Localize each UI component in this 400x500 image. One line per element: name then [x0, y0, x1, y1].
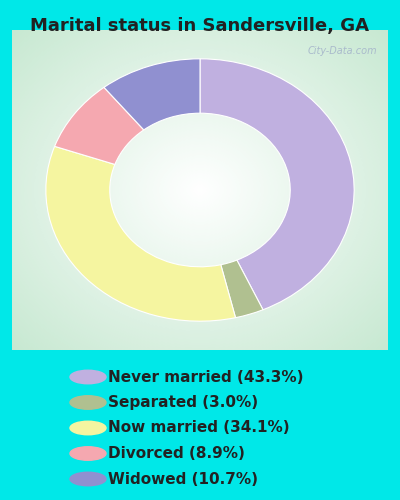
Circle shape: [142, 141, 258, 239]
Circle shape: [0, 0, 400, 392]
Text: Separated (3.0%): Separated (3.0%): [108, 395, 258, 410]
Circle shape: [0, 0, 400, 412]
Circle shape: [0, 0, 400, 400]
Circle shape: [173, 167, 227, 213]
Circle shape: [156, 152, 244, 228]
Circle shape: [88, 95, 312, 285]
Circle shape: [68, 78, 332, 302]
Circle shape: [186, 178, 214, 202]
Circle shape: [136, 136, 264, 244]
Circle shape: [105, 110, 295, 270]
Circle shape: [78, 86, 322, 294]
Circle shape: [7, 26, 393, 354]
Circle shape: [48, 60, 352, 320]
Circle shape: [0, 3, 400, 377]
Circle shape: [0, 0, 400, 380]
Circle shape: [139, 138, 261, 242]
Text: Divorced (8.9%): Divorced (8.9%): [108, 446, 245, 461]
Circle shape: [0, 6, 400, 374]
Circle shape: [24, 40, 376, 340]
Circle shape: [160, 156, 240, 224]
Circle shape: [149, 147, 251, 233]
Circle shape: [0, 14, 400, 366]
Circle shape: [0, 0, 400, 382]
Circle shape: [95, 101, 305, 279]
Circle shape: [129, 130, 271, 250]
Circle shape: [122, 124, 278, 256]
Circle shape: [51, 64, 349, 316]
Circle shape: [70, 421, 106, 435]
Circle shape: [0, 0, 400, 397]
Circle shape: [190, 182, 210, 198]
Circle shape: [197, 187, 203, 193]
Circle shape: [132, 132, 268, 248]
Circle shape: [0, 0, 400, 403]
Circle shape: [55, 66, 345, 314]
Circle shape: [146, 144, 254, 236]
Circle shape: [183, 176, 217, 204]
Circle shape: [34, 49, 366, 331]
Circle shape: [62, 72, 338, 308]
Circle shape: [0, 0, 400, 394]
Circle shape: [0, 0, 400, 417]
Circle shape: [4, 23, 396, 357]
Circle shape: [176, 170, 224, 210]
Circle shape: [82, 90, 318, 290]
Circle shape: [170, 164, 230, 216]
Text: Never married (43.3%): Never married (43.3%): [108, 370, 304, 384]
Circle shape: [0, 0, 400, 408]
Circle shape: [99, 104, 301, 277]
Circle shape: [70, 396, 106, 409]
Circle shape: [109, 112, 291, 268]
Text: City-Data.com: City-Data.com: [307, 46, 377, 56]
Wedge shape: [104, 59, 200, 130]
Wedge shape: [46, 146, 236, 321]
Circle shape: [58, 69, 342, 311]
Circle shape: [44, 58, 356, 322]
Text: Marital status in Sandersville, GA: Marital status in Sandersville, GA: [30, 18, 370, 36]
Circle shape: [0, 9, 400, 371]
Circle shape: [119, 121, 281, 259]
Circle shape: [0, 0, 400, 406]
Circle shape: [41, 55, 359, 325]
Wedge shape: [55, 88, 144, 164]
Circle shape: [18, 34, 382, 345]
Circle shape: [38, 52, 362, 328]
Wedge shape: [200, 59, 354, 310]
Circle shape: [92, 98, 308, 282]
Circle shape: [31, 46, 369, 334]
Circle shape: [70, 472, 106, 486]
Circle shape: [28, 44, 372, 337]
Circle shape: [65, 75, 335, 305]
Circle shape: [163, 158, 237, 222]
Circle shape: [72, 80, 328, 300]
Wedge shape: [221, 260, 263, 318]
Circle shape: [153, 150, 247, 230]
Circle shape: [14, 32, 386, 348]
Circle shape: [21, 38, 379, 343]
Circle shape: [102, 106, 298, 274]
Circle shape: [70, 370, 106, 384]
Circle shape: [11, 29, 389, 351]
Circle shape: [0, 0, 400, 414]
Circle shape: [70, 447, 106, 460]
Circle shape: [75, 84, 325, 296]
Circle shape: [112, 115, 288, 265]
Circle shape: [180, 172, 220, 208]
Circle shape: [166, 161, 234, 219]
Circle shape: [1, 20, 399, 359]
Circle shape: [116, 118, 284, 262]
Text: Now married (34.1%): Now married (34.1%): [108, 420, 290, 436]
Circle shape: [85, 92, 315, 288]
Circle shape: [0, 12, 400, 368]
Circle shape: [193, 184, 207, 196]
Circle shape: [0, 0, 400, 386]
Circle shape: [126, 126, 274, 254]
Text: Widowed (10.7%): Widowed (10.7%): [108, 472, 258, 486]
Circle shape: [0, 0, 400, 388]
Circle shape: [0, 18, 400, 362]
